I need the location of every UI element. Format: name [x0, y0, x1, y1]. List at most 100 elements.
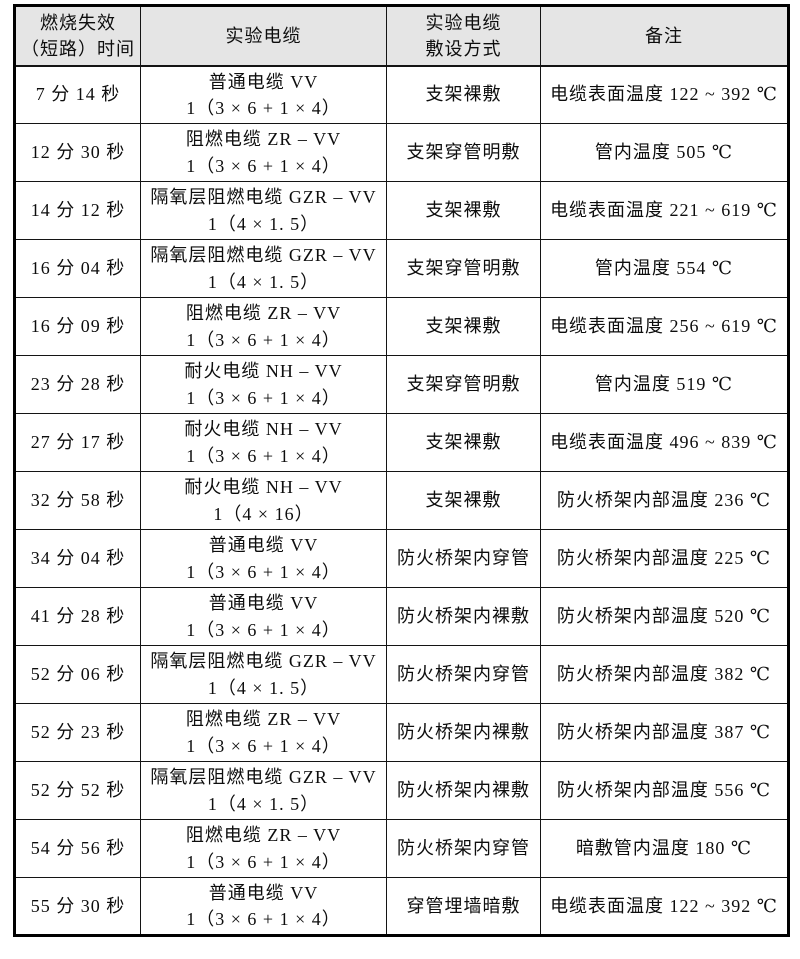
- cable-spec: 1（4 × 1. 5）: [207, 793, 320, 814]
- cell-laying-method: 防火桥架内穿管: [386, 529, 541, 588]
- cell-remark: 暗敷管内温度 180 ℃: [540, 819, 789, 878]
- cable-spec: 1（3 × 6 + 1 × 4）: [186, 619, 341, 640]
- cell-laying-method: 支架穿管明敷: [386, 123, 541, 182]
- cell-test-cable: 隔氧层阻燃电缆 GZR – VV 1（4 × 1. 5）: [140, 239, 387, 298]
- cell-test-cable: 隔氧层阻燃电缆 GZR – VV 1（4 × 1. 5）: [140, 181, 387, 240]
- cell-failure-time: 52 分 23 秒: [14, 703, 141, 762]
- cell-remark: 电缆表面温度 221 ~ 619 ℃: [540, 181, 789, 240]
- header-line: 备注: [645, 25, 683, 46]
- cell-failure-time: 54 分 56 秒: [14, 819, 141, 878]
- table-row: 14 分 12 秒隔氧层阻燃电缆 GZR – VV 1（4 × 1. 5） 支架裸敷…: [14, 181, 789, 240]
- table-row: 16 分 04 秒隔氧层阻燃电缆 GZR – VV 1（4 × 1. 5） 支架穿管…: [14, 239, 789, 298]
- cell-test-cable: 阻燃电缆 ZR – VV 1（3 × 6 + 1 × 4）: [140, 819, 387, 878]
- header-line: 实验电缆: [425, 12, 502, 33]
- cell-failure-time: 16 分 04 秒: [14, 239, 141, 298]
- cell-laying-method: 支架穿管明敷: [386, 355, 541, 414]
- cell-remark: 防火桥架内部温度 382 ℃: [540, 645, 789, 704]
- cell-remark: 防火桥架内部温度 556 ℃: [540, 761, 789, 820]
- cable-name: 耐火电缆 NH – VV: [184, 361, 343, 382]
- cell-failure-time: 23 分 28 秒: [14, 355, 141, 414]
- cable-spec: 1（3 × 6 + 1 × 4）: [186, 445, 341, 466]
- cell-test-cable: 隔氧层阻燃电缆 GZR – VV 1（4 × 1. 5）: [140, 761, 387, 820]
- header-row: 燃烧失效 （短路）时间 实验电缆 实验电缆 敷设方式 备注: [14, 5, 789, 67]
- table-row: 12 分 30 秒 阻燃电缆 ZR – VV 1（3 × 6 + 1 × 4） 支架穿…: [14, 123, 789, 182]
- cell-remark: 防火桥架内部温度 520 ℃: [540, 587, 789, 646]
- table-row: 27 分 17 秒 耐火电缆 NH – VV 1（3 × 6 + 1 × 4） 支架裸…: [14, 413, 789, 472]
- cell-remark: 防火桥架内部温度 225 ℃: [540, 529, 789, 588]
- cell-laying-method: 支架裸敷: [386, 471, 541, 530]
- cable-name: 阻燃电缆 ZR – VV: [185, 303, 342, 324]
- table-row: 52 分 06 秒隔氧层阻燃电缆 GZR – VV 1（4 × 1. 5） 防火桥架…: [14, 645, 789, 704]
- cable-spec: 1（4 × 1. 5）: [207, 677, 320, 698]
- cable-spec: 1（3 × 6 + 1 × 4）: [186, 97, 341, 118]
- cell-laying-method: 防火桥架内穿管: [386, 645, 541, 704]
- cell-failure-time: 52 分 52 秒: [14, 761, 141, 820]
- cable-name: 普通电缆 VV: [208, 71, 319, 92]
- cell-test-cable: 普通电缆 VV 1（3 × 6 + 1 × 4）: [140, 65, 387, 124]
- cell-remark: 电缆表面温度 256 ~ 619 ℃: [540, 297, 789, 356]
- cell-laying-method: 支架穿管明敷: [386, 239, 541, 298]
- cell-remark: 电缆表面温度 122 ~ 392 ℃: [540, 876, 789, 937]
- cable-name: 隔氧层阻燃电缆 GZR – VV: [150, 187, 377, 208]
- cell-laying-method: 防火桥架内裸敷: [386, 703, 541, 762]
- column-header-test-cable: 实验电缆: [140, 5, 387, 67]
- cell-test-cable: 隔氧层阻燃电缆 GZR – VV 1（4 × 1. 5）: [140, 645, 387, 704]
- cell-test-cable: 阻燃电缆 ZR – VV 1（3 × 6 + 1 × 4）: [140, 297, 387, 356]
- cell-failure-time: 16 分 09 秒: [14, 297, 141, 356]
- table-row: 41 分 28 秒 普通电缆 VV 1（3 × 6 + 1 × 4） 防火桥架内裸敷防…: [14, 587, 789, 646]
- cell-remark: 电缆表面温度 496 ~ 839 ℃: [540, 413, 789, 472]
- column-header-remark: 备注: [540, 5, 789, 67]
- cell-laying-method: 支架裸敷: [386, 413, 541, 472]
- cell-remark: 管内温度 505 ℃: [540, 123, 789, 182]
- column-header-laying-method: 实验电缆 敷设方式: [386, 5, 541, 67]
- cable-spec: 1（3 × 6 + 1 × 4）: [186, 851, 341, 872]
- table-header: 燃烧失效 （短路）时间 实验电缆 实验电缆 敷设方式 备注: [14, 5, 789, 67]
- cell-laying-method: 支架裸敷: [386, 65, 541, 124]
- cable-spec: 1（3 × 6 + 1 × 4）: [186, 561, 341, 582]
- cable-spec: 1（3 × 6 + 1 × 4）: [186, 329, 341, 350]
- table-row: 34 分 04 秒 普通电缆 VV 1（3 × 6 + 1 × 4） 防火桥架内穿管防…: [14, 529, 789, 588]
- cell-test-cable: 耐火电缆 NH – VV 1（3 × 6 + 1 × 4）: [140, 355, 387, 414]
- table-row: 32 分 58 秒 耐火电缆 NH – VV 1（4 × 16） 支架裸敷 防火桥架内部…: [14, 471, 789, 530]
- cell-laying-method: 穿管埋墙暗敷: [386, 876, 541, 937]
- table-row: 55 分 30 秒 普通电缆 VV 1（3 × 6 + 1 × 4） 穿管埋墙暗敷 电缆…: [14, 876, 789, 937]
- cell-failure-time: 34 分 04 秒: [14, 529, 141, 588]
- cell-failure-time: 12 分 30 秒: [14, 123, 141, 182]
- table-row: 52 分 23 秒 阻燃电缆 ZR – VV 1（3 × 6 + 1 × 4） 防火桥…: [14, 703, 789, 762]
- cable-name: 阻燃电缆 ZR – VV: [185, 825, 342, 846]
- cell-failure-time: 55 分 30 秒: [14, 876, 141, 937]
- cable-name: 隔氧层阻燃电缆 GZR – VV: [150, 767, 377, 788]
- cell-laying-method: 支架裸敷: [386, 297, 541, 356]
- cable-name: 普通电缆 VV: [208, 593, 319, 614]
- cell-failure-time: 52 分 06 秒: [14, 645, 141, 704]
- cell-failure-time: 7 分 14 秒: [14, 65, 141, 124]
- cell-failure-time: 41 分 28 秒: [14, 587, 141, 646]
- cable-name: 隔氧层阻燃电缆 GZR – VV: [150, 651, 377, 672]
- cable-name: 阻燃电缆 ZR – VV: [185, 709, 342, 730]
- table-row: 54 分 56 秒 阻燃电缆 ZR – VV 1（3 × 6 + 1 × 4） 防火桥…: [14, 819, 789, 878]
- cell-failure-time: 27 分 17 秒: [14, 413, 141, 472]
- cell-remark: 管内温度 554 ℃: [540, 239, 789, 298]
- cable-name: 耐火电缆 NH – VV: [184, 419, 343, 440]
- cable-burn-test-table: 燃烧失效 （短路）时间 实验电缆 实验电缆 敷设方式 备注 7 分 14 秒普通…: [13, 4, 790, 938]
- cable-name: 普通电缆 VV: [208, 535, 319, 556]
- header-line: 实验电缆: [225, 25, 302, 46]
- cable-spec: 1（3 × 6 + 1 × 4）: [186, 387, 341, 408]
- cell-test-cable: 耐火电缆 NH – VV 1（4 × 16）: [140, 471, 387, 530]
- cell-test-cable: 普通电缆 VV 1（3 × 6 + 1 × 4）: [140, 529, 387, 588]
- header-line: （短路）时间: [21, 38, 135, 59]
- cable-spec: 1（3 × 6 + 1 × 4）: [186, 735, 341, 756]
- cell-laying-method: 防火桥架内穿管: [386, 819, 541, 878]
- header-line: 敷设方式: [425, 38, 502, 59]
- cable-name: 耐火电缆 NH – VV: [184, 477, 343, 498]
- table-row: 52 分 52 秒隔氧层阻燃电缆 GZR – VV 1（4 × 1. 5） 防火桥架…: [14, 761, 789, 820]
- cell-test-cable: 阻燃电缆 ZR – VV 1（3 × 6 + 1 × 4）: [140, 123, 387, 182]
- cable-spec: 1（4 × 1. 5）: [207, 271, 320, 292]
- cable-spec: 1（3 × 6 + 1 × 4）: [186, 155, 341, 176]
- cell-laying-method: 防火桥架内裸敷: [386, 761, 541, 820]
- cell-remark: 电缆表面温度 122 ~ 392 ℃: [540, 65, 789, 124]
- cell-remark: 防火桥架内部温度 387 ℃: [540, 703, 789, 762]
- cell-test-cable: 耐火电缆 NH – VV 1（3 × 6 + 1 × 4）: [140, 413, 387, 472]
- cell-test-cable: 普通电缆 VV 1（3 × 6 + 1 × 4）: [140, 876, 387, 937]
